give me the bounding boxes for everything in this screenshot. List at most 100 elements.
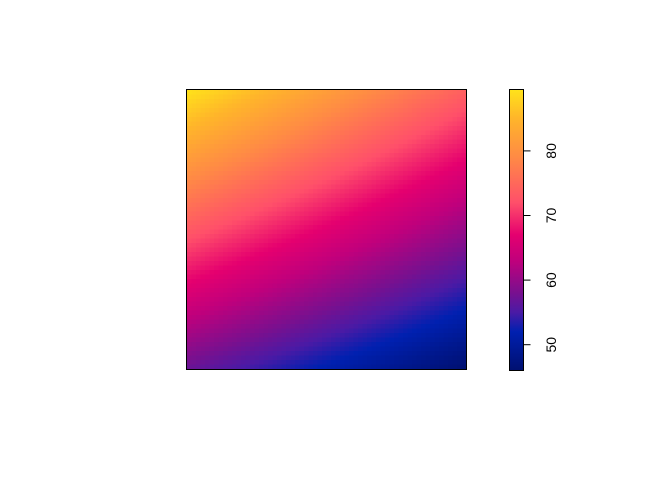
- heatmap-cell: [272, 144, 278, 150]
- heatmap-cell: [218, 337, 224, 343]
- heatmap-cell: [250, 90, 256, 96]
- heatmap-cell: [277, 288, 283, 294]
- heatmap-cell: [448, 328, 454, 334]
- heatmap-cell: [349, 135, 355, 141]
- heatmap-cell: [191, 148, 197, 154]
- heatmap-cell: [331, 220, 337, 226]
- heatmap-cell: [340, 337, 346, 343]
- heatmap-cell: [245, 130, 251, 136]
- heatmap-cell: [376, 112, 382, 118]
- heatmap-cell: [245, 202, 251, 208]
- heatmap-cell: [394, 126, 400, 132]
- heatmap-cell: [443, 130, 449, 136]
- heatmap-cell: [227, 315, 233, 321]
- heatmap-cell: [254, 279, 260, 285]
- heatmap-cell: [326, 265, 332, 271]
- heatmap-cell: [416, 238, 422, 244]
- heatmap-cell: [286, 175, 292, 181]
- heatmap-cell: [326, 229, 332, 235]
- heatmap-cell: [254, 360, 260, 366]
- heatmap-cell: [277, 342, 283, 348]
- heatmap-cell: [358, 256, 364, 262]
- heatmap-cell: [398, 364, 404, 370]
- heatmap-cell: [326, 175, 332, 181]
- heatmap-cell: [439, 265, 445, 271]
- heatmap-cell: [191, 162, 197, 168]
- heatmap-cell: [326, 252, 332, 258]
- heatmap-cell: [353, 229, 359, 235]
- heatmap-cell: [308, 292, 314, 298]
- heatmap-cell: [439, 198, 445, 204]
- heatmap-cell: [448, 229, 454, 235]
- heatmap-cell: [196, 103, 202, 109]
- heatmap-cell: [223, 346, 229, 352]
- heatmap-cell: [340, 175, 346, 181]
- heatmap-cell: [259, 252, 265, 258]
- heatmap-cell: [232, 256, 238, 262]
- heatmap-cell: [281, 288, 287, 294]
- heatmap-cell: [389, 180, 395, 186]
- heatmap-cell: [250, 333, 256, 339]
- heatmap-cell: [200, 171, 206, 177]
- heatmap-cell: [299, 324, 305, 330]
- heatmap-cell: [187, 198, 193, 204]
- heatmap-cell: [259, 324, 265, 330]
- heatmap-cell: [344, 243, 350, 249]
- heatmap-cell: [259, 108, 265, 114]
- heatmap-cell: [236, 252, 242, 258]
- heatmap-cell: [313, 202, 319, 208]
- heatmap-cell: [403, 99, 409, 105]
- heatmap-cell: [461, 364, 467, 370]
- heatmap-cell: [241, 234, 247, 240]
- heatmap-cell: [232, 364, 238, 370]
- heatmap-cell: [290, 184, 296, 190]
- heatmap-cell: [344, 189, 350, 195]
- heatmap-cell: [439, 207, 445, 213]
- heatmap-cell: [236, 99, 242, 105]
- heatmap-cell: [295, 324, 301, 330]
- heatmap-cell: [304, 265, 310, 271]
- heatmap-cell: [353, 238, 359, 244]
- heatmap-cell: [263, 216, 269, 222]
- heatmap-cell: [191, 216, 197, 222]
- heatmap-cell: [349, 342, 355, 348]
- heatmap-cell: [398, 162, 404, 168]
- heatmap-cell: [317, 297, 323, 303]
- heatmap-cell: [434, 346, 440, 352]
- heatmap-cell: [187, 319, 193, 325]
- heatmap-cell: [349, 90, 355, 96]
- heatmap-cell: [317, 301, 323, 307]
- heatmap-cell: [389, 337, 395, 343]
- heatmap-cell: [223, 306, 229, 312]
- heatmap-cell: [214, 94, 220, 100]
- heatmap-cell: [457, 301, 463, 307]
- heatmap-cell: [250, 157, 256, 163]
- heatmap-cell: [254, 216, 260, 222]
- heatmap-cell: [434, 238, 440, 244]
- heatmap-cell: [430, 346, 436, 352]
- heatmap-cell: [344, 144, 350, 150]
- heatmap-cell: [434, 207, 440, 213]
- heatmap-cell: [214, 238, 220, 244]
- heatmap-cell: [371, 328, 377, 334]
- heatmap-cell: [439, 270, 445, 276]
- heatmap-cell: [218, 324, 224, 330]
- heatmap-cell: [457, 319, 463, 325]
- heatmap-cell: [295, 198, 301, 204]
- heatmap-cell: [263, 319, 269, 325]
- heatmap-cell: [403, 261, 409, 267]
- heatmap-cell: [353, 247, 359, 253]
- heatmap-cell: [205, 121, 211, 127]
- heatmap-cell: [461, 333, 467, 339]
- heatmap-cell: [308, 234, 314, 240]
- heatmap-cell: [245, 297, 251, 303]
- heatmap-cell: [187, 301, 193, 307]
- heatmap-cell: [416, 328, 422, 334]
- heatmap-cell: [362, 90, 368, 96]
- heatmap-cell: [367, 180, 373, 186]
- heatmap-cell: [335, 234, 341, 240]
- heatmap-cell: [326, 243, 332, 249]
- heatmap-cell: [308, 153, 314, 159]
- heatmap-cell: [277, 202, 283, 208]
- heatmap-cell: [362, 324, 368, 330]
